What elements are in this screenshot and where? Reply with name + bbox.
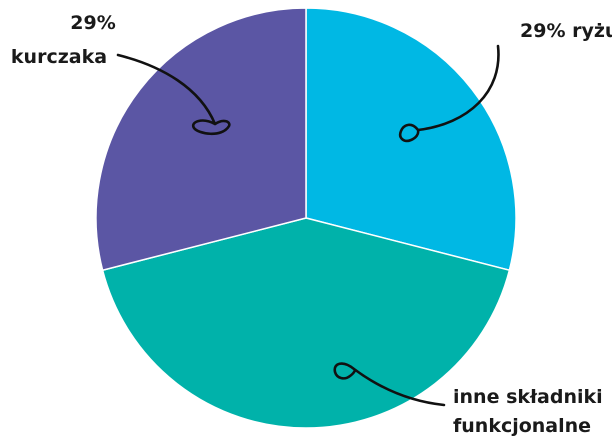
label-chicken-name: kurczaka — [11, 46, 107, 68]
label-chicken-percent: 29% — [70, 12, 115, 34]
pointer-arrow-chicken — [116, 53, 231, 136]
label-other-line1: inne składniki — [453, 386, 603, 408]
label-rice: 29% ryżu — [520, 20, 612, 42]
pointer-arrow-rice — [398, 44, 500, 143]
pie-slice-chicken — [95, 7, 307, 272]
pointer-arrow-other — [333, 362, 446, 407]
pie-slices — [95, 7, 517, 429]
pie-slice-other — [101, 217, 511, 429]
label-other-line2: funkcjonalne — [453, 415, 591, 437]
